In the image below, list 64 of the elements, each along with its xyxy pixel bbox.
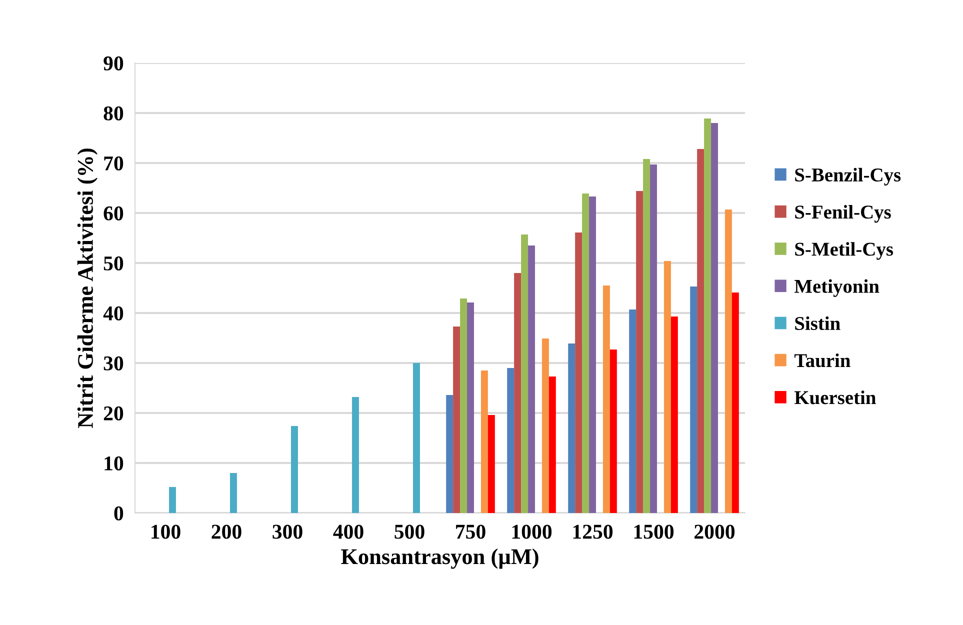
legend-label: S-Fenil-Cys bbox=[795, 204, 891, 223]
legend-label: Metiyonin bbox=[794, 279, 880, 297]
y-tick-label: 20 bbox=[104, 406, 124, 420]
x-tick-label: 750 bbox=[456, 524, 486, 539]
bar bbox=[650, 164, 657, 513]
y-tick-label: 40 bbox=[103, 306, 124, 320]
bar bbox=[610, 350, 617, 513]
y-axis-title: Nitrit Giderme Aktivitesi (%) bbox=[77, 148, 98, 428]
bar bbox=[446, 395, 454, 513]
bar bbox=[488, 415, 495, 513]
bar bbox=[697, 149, 704, 513]
y-tick-label: 70 bbox=[104, 156, 124, 170]
bar bbox=[467, 302, 474, 513]
legend-label: Taurin bbox=[794, 353, 850, 368]
bar bbox=[521, 234, 528, 513]
legend-label: S-Benzil-Cys bbox=[795, 168, 901, 186]
bar bbox=[507, 368, 514, 513]
y-tick-label: 10 bbox=[104, 456, 124, 470]
bar bbox=[636, 191, 644, 513]
y-tick-label: 30 bbox=[104, 356, 124, 370]
bar bbox=[670, 316, 678, 513]
y-tick-label: 60 bbox=[104, 206, 124, 220]
x-tick-label: 1500 bbox=[634, 524, 674, 539]
bar bbox=[453, 326, 460, 513]
bar bbox=[460, 298, 468, 513]
bar bbox=[230, 473, 237, 513]
x-tick-label: 400 bbox=[333, 524, 364, 539]
bar bbox=[542, 338, 549, 513]
y-tick-label: 0 bbox=[114, 506, 124, 520]
bar bbox=[704, 118, 712, 513]
bar bbox=[412, 363, 420, 513]
x-tick-label: 100 bbox=[152, 524, 180, 539]
bar bbox=[732, 292, 739, 513]
x-tick-label: 2000 bbox=[694, 524, 735, 539]
y-tick-label: 50 bbox=[104, 256, 124, 270]
bar bbox=[589, 196, 596, 513]
bar bbox=[168, 487, 176, 513]
legend-label: Sistin bbox=[795, 316, 840, 330]
bar bbox=[480, 370, 488, 513]
x-tick-label: 200 bbox=[212, 524, 242, 539]
bar bbox=[575, 232, 582, 513]
legend-label: Kuersetin bbox=[794, 390, 876, 404]
bar bbox=[664, 261, 671, 513]
bar bbox=[602, 286, 610, 513]
bar bbox=[582, 194, 590, 513]
bar bbox=[629, 310, 636, 513]
bar bbox=[690, 286, 698, 513]
bar bbox=[514, 273, 522, 513]
y-tick-label: 90 bbox=[104, 56, 124, 70]
x-tick-label: 500 bbox=[394, 524, 424, 539]
bar bbox=[352, 397, 359, 513]
bar bbox=[643, 159, 650, 513]
bar bbox=[290, 426, 298, 513]
bar bbox=[724, 210, 732, 513]
bar bbox=[568, 344, 576, 513]
x-tick-label: 1250 bbox=[573, 524, 613, 539]
bar bbox=[711, 123, 718, 513]
legend-label: S-Metil-Cys bbox=[795, 242, 894, 260]
x-tick-label: 300 bbox=[272, 524, 302, 539]
x-tick-label: 1000 bbox=[512, 524, 552, 539]
y-tick-label: 80 bbox=[104, 106, 124, 120]
bar bbox=[528, 246, 535, 513]
x-axis-title: Konsantrasyon (µM) bbox=[341, 548, 538, 569]
bar bbox=[548, 376, 556, 513]
